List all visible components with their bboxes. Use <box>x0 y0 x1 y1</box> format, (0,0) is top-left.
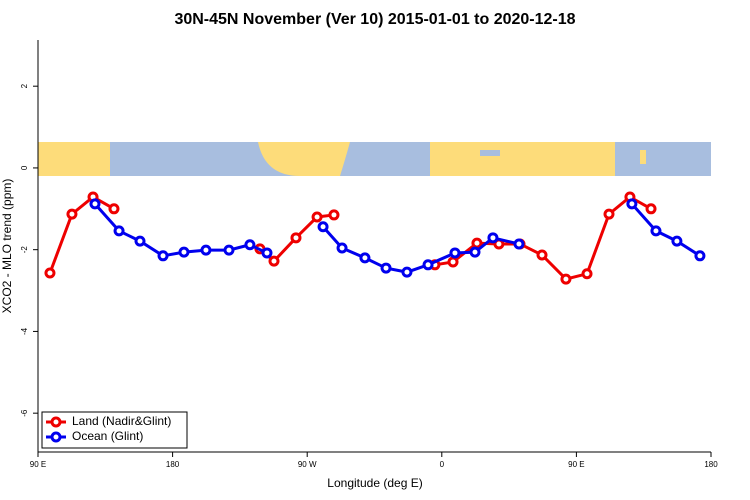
point <box>645 203 657 215</box>
point <box>157 250 169 262</box>
y-tick-label: -6 <box>20 409 29 417</box>
point <box>108 203 120 215</box>
x-tick-label: 90 E <box>30 460 46 469</box>
x-axis-label: Longitude (deg E) <box>327 476 422 490</box>
point <box>513 238 525 250</box>
point <box>560 273 572 285</box>
point <box>449 247 461 259</box>
x-tick-label: 0 <box>440 460 445 469</box>
point <box>290 232 302 244</box>
point <box>447 256 459 268</box>
point <box>469 246 481 258</box>
legend-point <box>50 431 62 443</box>
x-tick-label: 180 <box>704 460 718 469</box>
y-tick-label: 2 <box>20 83 29 88</box>
legend-point <box>50 416 62 428</box>
point <box>134 235 146 247</box>
point <box>626 198 638 210</box>
point <box>694 250 706 262</box>
chart-title: 30N-45N November (Ver 10) 2015-01-01 to … <box>174 11 575 28</box>
point <box>89 198 101 210</box>
y-tick-label: 0 <box>20 165 29 170</box>
point <box>536 249 548 261</box>
point <box>603 208 615 220</box>
y-tick-label: -4 <box>20 327 29 335</box>
point <box>178 246 190 258</box>
legend-label: Land (Nadir&Glint) <box>72 414 171 428</box>
x-tick-label: 180 <box>166 460 180 469</box>
map-band <box>38 142 711 176</box>
x-tick-label: 90 W <box>298 460 317 469</box>
point <box>471 237 483 249</box>
point <box>380 262 392 274</box>
y-axis-label: XCO2 - MLO trend (ppm) <box>0 179 14 314</box>
point <box>328 209 340 221</box>
point <box>422 259 434 271</box>
point <box>261 247 273 259</box>
point <box>317 221 329 233</box>
point <box>223 244 235 256</box>
point <box>401 266 413 278</box>
point <box>311 211 323 223</box>
point <box>244 239 256 251</box>
point <box>200 244 212 256</box>
point <box>268 255 280 267</box>
point <box>650 225 662 237</box>
x-tick-label: 90 E <box>568 460 584 469</box>
point <box>359 252 371 264</box>
point <box>581 268 593 280</box>
legend-box <box>41 411 188 449</box>
point <box>336 242 348 254</box>
legend-label: Ocean (Glint) <box>72 429 143 443</box>
point <box>66 208 78 220</box>
point <box>44 267 56 279</box>
point <box>487 232 499 244</box>
y-tick-label: -2 <box>20 246 29 254</box>
point <box>671 235 683 247</box>
point <box>113 225 125 237</box>
